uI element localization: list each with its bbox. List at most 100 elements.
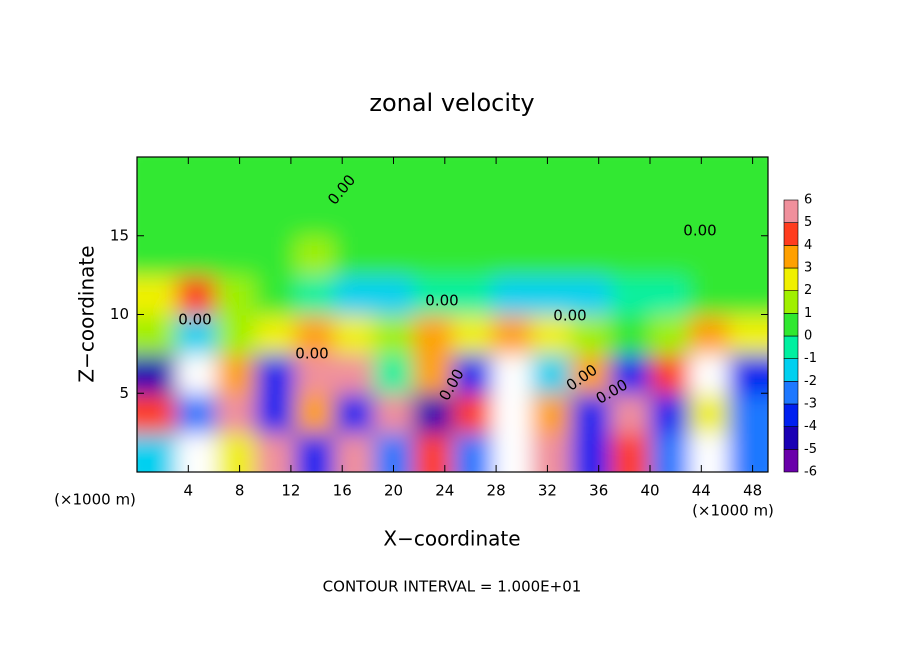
layer: 4 8 12 16 20 24 28 32 36 40 44 4851015-6-5-4-3-2-10… <box>110 157 817 500</box>
cell <box>413 235 454 277</box>
colorbar-label: -6 <box>804 465 817 480</box>
cell <box>137 157 178 198</box>
cell <box>570 393 612 434</box>
cell <box>255 314 296 355</box>
note: CONTOUR INTERVAL = 1.000E+01 <box>323 578 582 596</box>
cell <box>255 393 296 434</box>
colorbar-swatch <box>783 222 799 246</box>
cell <box>294 275 336 316</box>
cell <box>728 235 768 277</box>
cell <box>215 432 257 472</box>
colorbar-swatch <box>783 199 799 223</box>
x-tick-label: 32 <box>538 482 557 500</box>
cell <box>334 275 375 316</box>
cell <box>531 393 572 434</box>
cell <box>373 157 415 198</box>
colorbar-label: 6 <box>804 193 812 208</box>
cell <box>570 432 612 472</box>
cell <box>689 275 730 316</box>
cell <box>728 196 768 237</box>
y-tick-label: 5 <box>119 384 129 402</box>
cell <box>176 275 217 316</box>
x-tick-label: 24 <box>435 482 454 500</box>
cell <box>137 196 178 237</box>
x-tick-label: 48 <box>743 482 762 500</box>
chart-title: zonal velocity <box>369 89 534 117</box>
cell <box>728 432 768 472</box>
cell <box>373 353 415 395</box>
plot-frame <box>136 156 769 473</box>
cell <box>176 235 217 277</box>
cell <box>255 235 296 277</box>
colorbar-swatch <box>783 358 799 382</box>
cell <box>176 314 217 355</box>
cell <box>334 196 375 237</box>
cell <box>531 353 572 395</box>
cell <box>728 157 768 198</box>
cell <box>649 393 691 434</box>
cell <box>570 157 612 198</box>
cell <box>255 157 296 198</box>
cell <box>491 432 533 472</box>
x-axis-label: X−coordinate <box>383 527 520 551</box>
colorbar-label: 2 <box>804 283 812 298</box>
contour-label: 0.00 <box>295 345 328 363</box>
cell <box>373 314 415 355</box>
cell <box>649 235 691 277</box>
colorbar-swatch <box>783 313 799 337</box>
cell <box>531 157 572 198</box>
x-tick-label: 12 <box>281 482 300 500</box>
cell <box>452 353 493 395</box>
cell <box>728 275 768 316</box>
colorbar-swatch <box>783 426 799 450</box>
colorbar-swatch <box>783 245 799 269</box>
colorbar-swatch <box>783 335 799 359</box>
cell <box>215 275 257 316</box>
cell <box>610 353 651 395</box>
cell <box>334 235 375 277</box>
cell <box>176 393 217 434</box>
cell <box>215 196 257 237</box>
cell <box>610 432 651 472</box>
contour-label: 0.00 <box>553 307 586 325</box>
colorbar-label: 0 <box>804 329 812 344</box>
cell <box>610 235 651 277</box>
x-tick-label: 36 <box>589 482 608 500</box>
cell <box>294 196 336 237</box>
cell <box>294 353 336 395</box>
cell <box>491 314 533 355</box>
cell <box>413 196 454 237</box>
colorbar-label: 3 <box>804 261 812 276</box>
cell <box>452 275 493 316</box>
cell <box>531 314 572 355</box>
cell <box>294 235 336 277</box>
colorbar-label: -5 <box>804 442 817 457</box>
colorbar-label: 5 <box>804 215 812 230</box>
cell <box>570 235 612 277</box>
cell <box>413 275 454 316</box>
cell <box>215 314 257 355</box>
cell <box>413 353 454 395</box>
cell <box>728 314 768 355</box>
cell <box>452 314 493 355</box>
colorbar-label: -4 <box>804 419 817 434</box>
cell <box>649 432 691 472</box>
cell <box>570 196 612 237</box>
cell <box>373 393 415 434</box>
colorbar-label: -2 <box>804 374 817 389</box>
cell <box>294 393 336 434</box>
colorbar-swatch <box>783 267 799 291</box>
x-tick-label: 20 <box>384 482 403 500</box>
cell <box>255 432 296 472</box>
colorbar-label: -1 <box>804 351 817 366</box>
cell <box>294 314 336 355</box>
colorbar-label: 4 <box>804 238 812 253</box>
cell <box>176 157 217 198</box>
x-unit-label: (×1000 m) <box>54 491 136 509</box>
cell <box>452 393 493 434</box>
field <box>137 157 768 472</box>
cell <box>491 275 533 316</box>
cell <box>610 196 651 237</box>
cell <box>491 393 533 434</box>
x-tick-label: 28 <box>487 482 506 500</box>
